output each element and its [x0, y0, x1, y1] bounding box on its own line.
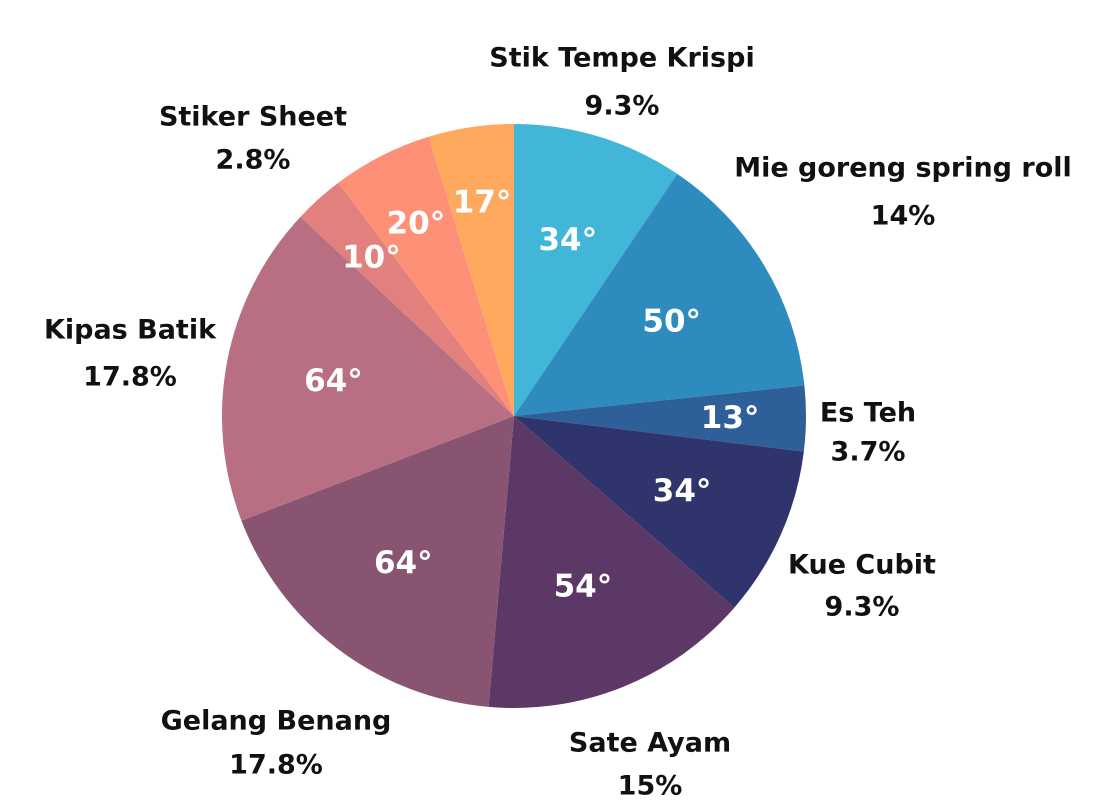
- slice-degree-label-kipas-batik: 64°: [304, 363, 363, 399]
- slice-name-label-mie-goreng-spring-roll: Mie goreng spring roll: [734, 153, 1072, 184]
- pie-slice-unlabeled-8: [338, 136, 514, 416]
- pie-slice-sate-ayam: [488, 416, 735, 709]
- slice-degree-label-es-teh: 13°: [701, 400, 760, 436]
- outer-labels-layer: Stik Tempe Krispi 9.3% Mie goreng spring r…: [44, 43, 1072, 802]
- slice-degree-label-unlabeled-9: 17°: [453, 184, 512, 220]
- pie-slice-es-teh: [514, 385, 806, 452]
- slice-percent-label-mie-goreng-spring-roll: 14%: [871, 201, 936, 232]
- slice-name-label-kipas-batik: Kipas Batik: [44, 315, 217, 346]
- pie-slice-mie-goreng-spring-roll: [514, 173, 805, 416]
- slice-percent-label-sate-ayam: 15%: [618, 771, 683, 802]
- slice-percent-label-kipas-batik: 17.8%: [83, 362, 177, 393]
- slice-name-label-sate-ayam: Sate Ayam: [569, 728, 731, 759]
- slice-degree-label-stiker-sheet: 10°: [342, 240, 401, 276]
- slice-degree-label-unlabeled-8: 20°: [387, 206, 446, 242]
- pie-slice-kue-cubit: [514, 416, 804, 608]
- slice-percent-label-stik-tempe-krispi: 9.3%: [585, 91, 660, 122]
- pie-slice-stik-tempe-krispi: [514, 124, 678, 416]
- slice-degree-label-gelang-benang: 64°: [374, 545, 433, 581]
- slices-layer: [221, 124, 806, 709]
- slice-percent-label-gelang-benang: 17.8%: [229, 750, 323, 781]
- slice-name-label-gelang-benang: Gelang Benang: [161, 706, 392, 737]
- pie-slice-kipas-batik: [221, 216, 514, 521]
- slice-degree-label-stik-tempe-krispi: 34°: [538, 222, 597, 258]
- slice-degree-label-mie-goreng-spring-roll: 50°: [642, 303, 701, 339]
- inner-labels-layer: 34° 50° 13° 34° 54° 64° 64° 10°20°17°: [304, 184, 759, 604]
- pie-slice-unlabeled-9: [428, 124, 514, 416]
- slice-name-label-stik-tempe-krispi: Stik Tempe Krispi: [489, 43, 754, 74]
- slice-degree-label-kue-cubit: 34°: [653, 473, 712, 509]
- slice-percent-label-es-teh: 3.7%: [831, 437, 906, 468]
- slice-percent-label-kue-cubit: 9.3%: [825, 592, 900, 623]
- pie-slice-gelang-benang: [241, 416, 514, 707]
- slice-name-label-kue-cubit: Kue Cubit: [788, 550, 936, 581]
- pie-slice-stiker-sheet: [300, 182, 514, 416]
- slice-name-label-stiker-sheet: Stiker Sheet: [159, 102, 347, 133]
- slice-degree-label-sate-ayam: 54°: [554, 569, 613, 605]
- slice-percent-label-stiker-sheet: 2.8%: [216, 145, 291, 176]
- slice-name-label-es-teh: Es Teh: [820, 398, 916, 429]
